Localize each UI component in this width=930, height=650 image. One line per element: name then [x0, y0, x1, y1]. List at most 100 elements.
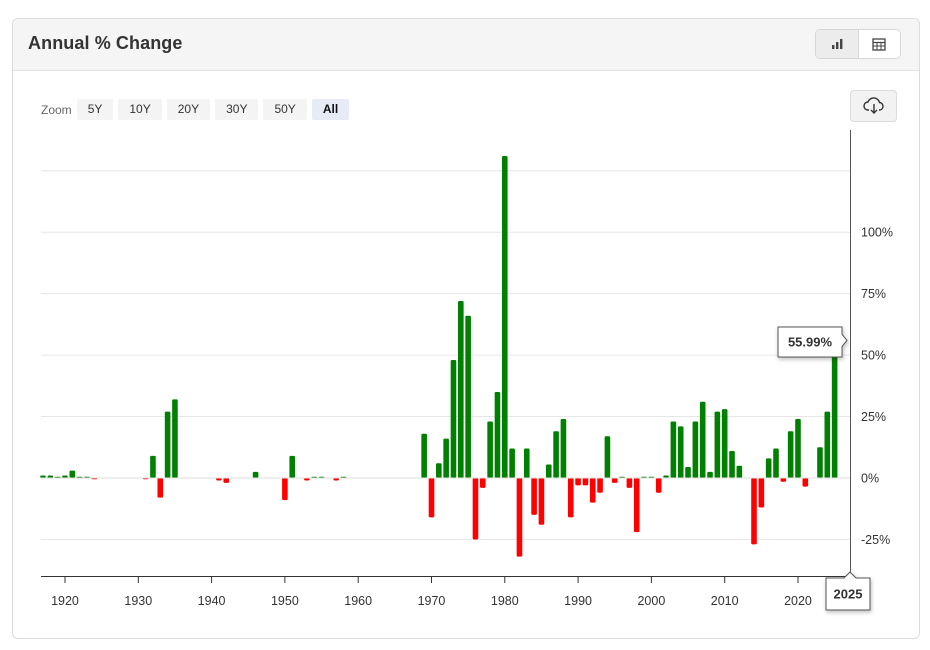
bar-1985 — [538, 478, 545, 525]
value-tooltip: 55.99% — [777, 326, 848, 358]
zoom-50y-button[interactable]: 50Y — [263, 99, 307, 120]
bar-1980 — [501, 156, 508, 478]
bar-1934 — [164, 411, 171, 478]
bar-1932 — [150, 455, 156, 478]
bar-chart-icon — [831, 39, 843, 49]
x-tick-label: 1940 — [198, 594, 226, 608]
bar-2018 — [780, 478, 787, 482]
bar-2020 — [795, 419, 801, 478]
bar-2007 — [699, 401, 706, 478]
y-tick-label: 25% — [861, 410, 886, 424]
bar-1918 — [47, 475, 54, 478]
bar-1970 — [428, 478, 435, 518]
bar-2016 — [765, 458, 772, 478]
bar-1933 — [157, 478, 164, 498]
x-tick-label: 1980 — [491, 594, 519, 608]
bar-2021 — [802, 478, 809, 487]
zoom-bar: Zoom 5Y 10Y 20Y 30Y 50Y All — [41, 99, 354, 120]
bar-1991 — [582, 478, 589, 486]
x-tick-label: 2010 — [711, 594, 739, 608]
bar-1974 — [458, 301, 464, 478]
card-header: Annual % Change — [13, 19, 919, 71]
x-tick-label: 1930 — [124, 594, 152, 608]
bar-1971 — [436, 463, 442, 478]
bar-1950 — [282, 478, 288, 501]
bar-1920 — [62, 475, 68, 478]
bar-1986 — [545, 464, 552, 478]
bar-1998 — [633, 478, 640, 533]
y-tick-label: 100% — [861, 226, 893, 240]
bar-2012 — [736, 465, 743, 478]
y-tick-label: 75% — [861, 287, 886, 301]
tooltip-year: 2025 — [834, 587, 863, 602]
x-tick-label: 1990 — [564, 594, 592, 608]
y-tick-label: 0% — [861, 472, 879, 486]
table-view-button[interactable] — [859, 30, 901, 58]
bar-1917 — [40, 475, 46, 478]
bar-1989 — [567, 478, 574, 518]
x-tick-label: 1970 — [418, 594, 446, 608]
bar-2015 — [758, 478, 765, 508]
bar-2001 — [655, 478, 662, 493]
bar-2017 — [773, 448, 779, 478]
bar-1951 — [289, 455, 296, 478]
chart-card: Annual % Change Zoom 5Y — [12, 18, 920, 639]
download-button[interactable] — [850, 90, 897, 122]
zoom-label: Zoom — [41, 102, 72, 117]
zoom-10y-button[interactable]: 10Y — [118, 99, 162, 120]
x-tick-label: 1920 — [51, 594, 79, 608]
bar-2008 — [707, 471, 713, 479]
bar-1921 — [69, 470, 76, 478]
bar-1981 — [509, 448, 515, 478]
bar-1992 — [589, 478, 596, 503]
bar-1982 — [516, 478, 523, 557]
bar-2011 — [729, 450, 735, 478]
bar-1953 — [304, 478, 310, 481]
zoom-5y-button[interactable]: 5Y — [76, 99, 114, 120]
chart-view-button[interactable] — [816, 30, 859, 58]
bar-1973 — [450, 360, 457, 478]
table-icon — [872, 37, 886, 51]
zoom-all-button[interactable]: All — [311, 99, 350, 120]
bar-2025 — [831, 340, 838, 478]
bar-1975 — [465, 315, 471, 478]
bar-2010 — [721, 409, 728, 478]
bar-1993 — [597, 478, 603, 493]
bar-2005 — [685, 466, 691, 478]
page-title: Annual % Change — [28, 33, 183, 53]
bar-1976 — [472, 478, 479, 540]
y-tick-label: -25% — [861, 533, 890, 547]
bar-2023 — [817, 447, 823, 478]
view-toggle — [815, 29, 901, 59]
x-tick-label: 1950 — [271, 594, 299, 608]
x-tick-label: 2000 — [637, 594, 665, 608]
zoom-20y-button[interactable]: 20Y — [166, 99, 211, 120]
x-tick-label: 2020 — [784, 594, 812, 608]
bar-1983 — [523, 448, 530, 478]
bar-1972 — [443, 438, 449, 478]
bar-1995 — [611, 478, 618, 483]
bar-1984 — [531, 478, 537, 515]
y-tick-label: 50% — [861, 349, 886, 363]
bar-1997 — [626, 478, 633, 488]
bar-1990 — [575, 478, 581, 486]
tooltip-value: 55.99% — [788, 335, 833, 350]
bar-2004 — [677, 426, 684, 478]
bar-1978 — [487, 421, 493, 478]
bar-1957 — [333, 478, 339, 481]
year-tooltip: 2025 — [825, 571, 871, 611]
bar-1994 — [604, 436, 611, 478]
bar-1979 — [494, 391, 501, 478]
bar-2014 — [751, 478, 757, 545]
bar-1935 — [172, 399, 178, 478]
bar-2024 — [824, 411, 831, 478]
bar-1942 — [223, 478, 230, 483]
zoom-30y-button[interactable]: 30Y — [215, 99, 259, 120]
bar-2003 — [670, 421, 677, 478]
x-tick-label: 1960 — [344, 594, 372, 608]
bar-1987 — [553, 431, 559, 478]
bar-2002 — [663, 475, 669, 478]
bar-1969 — [421, 433, 427, 478]
bar-1988 — [560, 419, 567, 478]
